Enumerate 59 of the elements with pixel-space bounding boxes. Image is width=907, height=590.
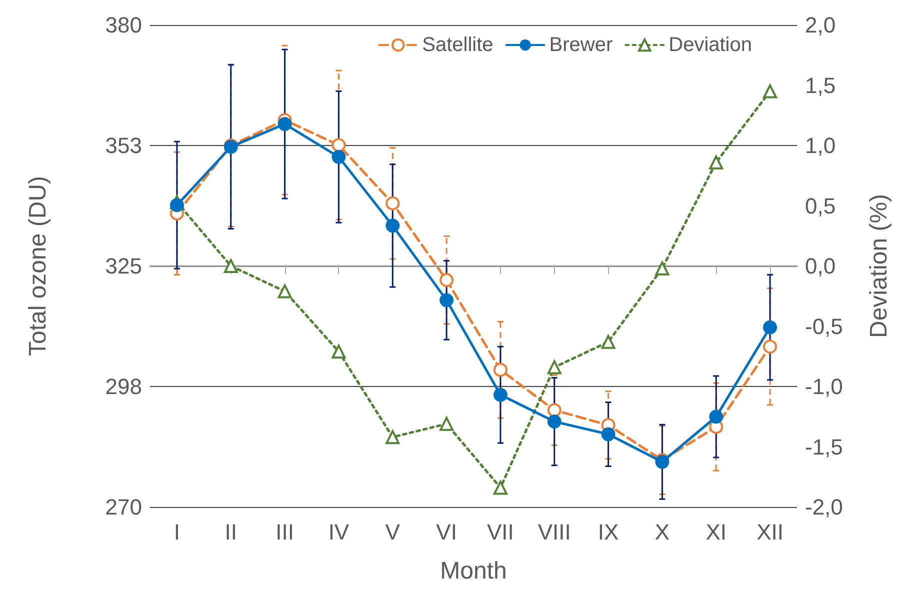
- point: [386, 196, 400, 210]
- x-tick-label: IV: [328, 520, 350, 544]
- y2-tick-label: -1,5: [805, 434, 843, 460]
- point: [386, 218, 400, 233]
- y2-tick-label: 0,5: [805, 193, 836, 218]
- point: [440, 273, 454, 288]
- y-axis-title: Total ozone (DU): [24, 176, 52, 356]
- x-tick-label: III: [276, 520, 294, 544]
- point: [440, 293, 454, 308]
- y-tick-label: 380: [105, 12, 142, 38]
- x-tick-label: X: [654, 520, 670, 544]
- point: [440, 416, 454, 431]
- point: [493, 362, 508, 377]
- point: [601, 334, 616, 349]
- y2-axis-title: Deviation (%): [866, 194, 892, 338]
- x-tick-label: VI: [436, 520, 457, 544]
- point: [332, 344, 346, 359]
- point: [493, 388, 508, 402]
- y2-tick-label: 1,5: [805, 72, 836, 98]
- x-tick-label: VIII: [538, 520, 571, 544]
- y-tick-label: 270: [105, 494, 142, 520]
- x-tick-label: I: [174, 520, 180, 544]
- point: [547, 360, 562, 374]
- point: [763, 84, 778, 98]
- point: [763, 340, 778, 354]
- point: [655, 261, 670, 276]
- point: [332, 138, 346, 152]
- point: [386, 430, 400, 444]
- x-axis-title: Month: [440, 558, 507, 584]
- point: [547, 414, 562, 429]
- y-tick-label: 353: [105, 133, 142, 158]
- legend-label: Brewer: [549, 34, 613, 56]
- point: [332, 150, 346, 164]
- y-tick-label: 325: [105, 254, 142, 278]
- y2-tick-label: -2,0: [805, 494, 843, 520]
- x-tick-label: XI: [706, 520, 727, 544]
- legend-label: Satellite: [422, 34, 494, 56]
- point: [763, 320, 778, 334]
- point: [601, 427, 616, 442]
- legend-label: Deviation: [668, 34, 752, 56]
- y-tick-label: 298: [105, 374, 142, 399]
- point: [224, 259, 238, 273]
- point: [547, 403, 562, 418]
- x-tick-label: V: [385, 520, 400, 544]
- x-tick-label: XII: [756, 520, 784, 544]
- y2-tick-label: -1,0: [805, 374, 843, 399]
- x-tick-label: IX: [598, 520, 620, 544]
- y2-tick-label: 2,0: [805, 12, 836, 38]
- y2-tick-label: -0,5: [805, 314, 843, 339]
- point: [709, 410, 724, 424]
- point: [709, 155, 724, 170]
- point: [278, 284, 292, 298]
- y2-tick-label: 0,0: [805, 254, 836, 278]
- point: [493, 480, 508, 495]
- x-tick-label: II: [224, 520, 237, 544]
- y2-tick-label: 1,0: [805, 133, 836, 158]
- x-tick-label: VII: [487, 520, 514, 544]
- point: [170, 198, 184, 212]
- point: [278, 117, 292, 132]
